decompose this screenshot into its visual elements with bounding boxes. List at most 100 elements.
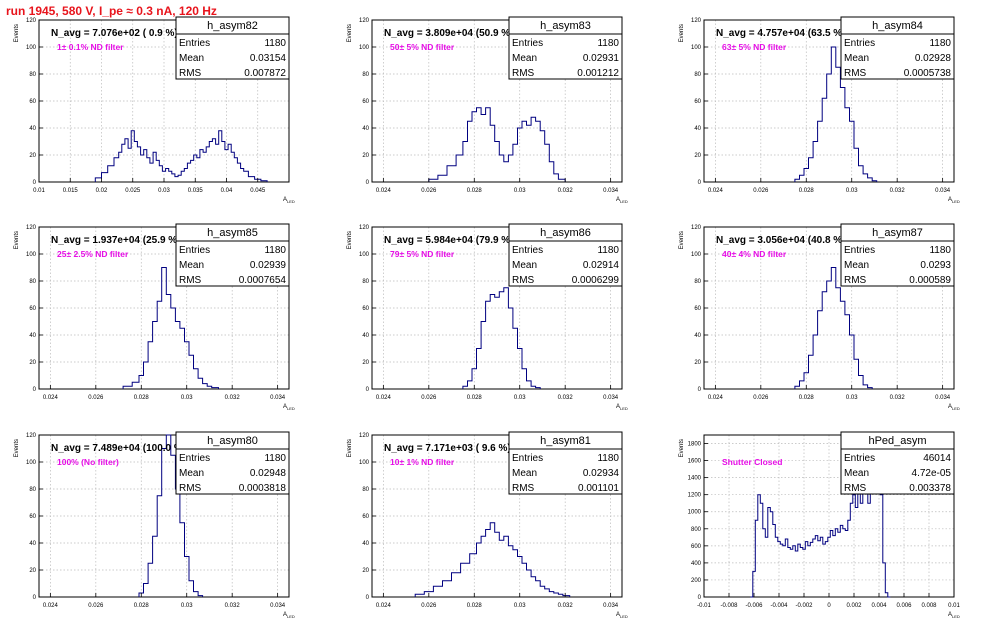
stats-entries-value: 1180 <box>597 245 619 256</box>
y-tick-label: 1600 <box>688 459 702 465</box>
y-axis-label: Events <box>347 439 353 457</box>
stats-mean-label: Mean <box>179 53 204 64</box>
x-axis-label: ALED <box>283 612 295 619</box>
x-axis-label: ALED <box>616 404 628 411</box>
stats-rms-label: RMS <box>179 68 202 79</box>
histogram-panel-h_asym85: 0.024 0.026 0.028 0.03 0.032 0.034 0 20 40 60 80 10… <box>14 223 295 411</box>
y-tick-label: 60 <box>362 306 369 312</box>
histogram-line <box>794 46 878 182</box>
x-tick-label: 0.028 <box>799 188 815 194</box>
y-tick-label: 0 <box>33 180 37 186</box>
x-tick-label: 0.01 <box>948 603 960 609</box>
y-tick-label: 600 <box>691 544 702 550</box>
navg-label: N_avg = 1.937e+04 (25.9 %) <box>51 235 181 246</box>
navg-label: N_avg = 7.489e+04 (100.0 %) <box>51 443 186 454</box>
y-axis-label: Events <box>347 231 353 249</box>
histogram-line <box>122 267 219 389</box>
x-tick-label: 0.034 <box>270 395 286 401</box>
y-tick-label: 80 <box>362 487 369 493</box>
x-tick-label: 0.024 <box>708 188 724 194</box>
y-tick-label: 0 <box>366 387 370 393</box>
x-tick-label: 0.032 <box>558 603 574 609</box>
x-tick-label: 0.032 <box>890 188 906 194</box>
stats-entries-value: 1180 <box>264 245 286 256</box>
y-tick-label: 40 <box>362 541 369 547</box>
stats-mean-value: 0.02914 <box>583 260 620 271</box>
y-tick-label: 60 <box>694 99 701 105</box>
stats-entries-value: 1180 <box>929 245 951 256</box>
y-tick-label: 80 <box>694 72 701 78</box>
stats-entries-value: 1180 <box>597 38 619 49</box>
histogram-line <box>462 287 541 389</box>
histogram-line <box>794 267 873 389</box>
y-tick-label: 120 <box>359 225 370 231</box>
x-tick-label: 0.034 <box>935 395 951 401</box>
y-tick-label: 120 <box>359 433 370 439</box>
stats-body-box <box>508 240 623 287</box>
x-axis-label: ALED <box>283 197 295 204</box>
y-tick-label: 0 <box>33 595 37 601</box>
x-tick-label: 0.032 <box>225 603 241 609</box>
y-tick-label: 100 <box>359 45 370 51</box>
x-axis-label-subscript: LED <box>620 199 628 204</box>
histogram-panel-h_asym87: 0.024 0.026 0.028 0.03 0.032 0.034 0 20 40 60 80 10… <box>679 223 960 411</box>
y-tick-label: 40 <box>694 126 701 132</box>
stats-body-box <box>840 33 955 80</box>
y-tick-label: 60 <box>694 306 701 312</box>
y-tick-label: 100 <box>26 252 37 258</box>
stats-title: h_asym84 <box>872 20 923 32</box>
x-tick-label: 0.026 <box>421 395 437 401</box>
x-tick-label: 0.024 <box>708 395 724 401</box>
y-tick-label: 20 <box>362 360 369 366</box>
x-tick-label: 0.026 <box>88 395 104 401</box>
x-tick-label: 0.006 <box>896 603 912 609</box>
x-tick-label: 0.028 <box>467 395 483 401</box>
y-tick-label: 100 <box>26 45 37 51</box>
y-tick-label: 40 <box>29 541 36 547</box>
stats-rms-label: RMS <box>512 68 535 79</box>
histogram-panel-hPed_asym: -0.01 -0.008 -0.006 -0.004 -0.002 0 0.002 0.004… <box>679 431 960 619</box>
x-tick-label: 0.002 <box>846 603 862 609</box>
y-tick-label: 20 <box>29 153 36 159</box>
x-tick-label: 0.026 <box>88 603 104 609</box>
stats-mean-value: 0.03154 <box>250 53 287 64</box>
stats-rms-value: 0.003378 <box>909 483 951 494</box>
stats-rms-label: RMS <box>844 483 867 494</box>
stats-mean-value: 0.02928 <box>915 53 952 64</box>
histogram-panel-h_asym82: 0.01 0.015 0.02 0.025 0.03 0.035 0.04 0.045 0 20 4… <box>14 16 295 204</box>
x-tick-label: 0.026 <box>753 188 769 194</box>
y-tick-label: 100 <box>691 252 702 258</box>
x-axis-label-subscript: LED <box>952 614 960 619</box>
stats-mean-value: 0.02934 <box>583 468 620 479</box>
x-tick-label: 0.032 <box>225 395 241 401</box>
y-tick-label: 120 <box>26 433 37 439</box>
stats-entries-label: Entries <box>512 245 543 256</box>
y-tick-label: 0 <box>33 387 37 393</box>
x-tick-label: 0.026 <box>421 603 437 609</box>
stats-entries-label: Entries <box>512 453 543 464</box>
stats-entries-label: Entries <box>844 38 875 49</box>
stats-mean-label: Mean <box>512 468 537 479</box>
stats-mean-label: Mean <box>844 53 869 64</box>
x-tick-label: 0.032 <box>558 395 574 401</box>
stats-rms-label: RMS <box>844 275 867 286</box>
histogram-panel-h_asym86: 0.024 0.026 0.028 0.03 0.032 0.034 0 20 40 60 80 10… <box>347 223 628 411</box>
y-tick-label: 40 <box>29 333 36 339</box>
x-tick-label: 0.026 <box>421 188 437 194</box>
y-axis-label: Events <box>679 231 685 249</box>
x-tick-label: 0.045 <box>250 188 266 194</box>
y-tick-label: 120 <box>691 18 702 24</box>
x-tick-label: 0.04 <box>221 188 233 194</box>
y-tick-label: 100 <box>359 460 370 466</box>
x-axis-label: ALED <box>616 612 628 619</box>
stats-mean-label: Mean <box>844 260 869 271</box>
y-tick-label: 0 <box>366 595 370 601</box>
x-tick-label: 0.008 <box>921 603 937 609</box>
y-axis-label: Events <box>14 439 20 457</box>
x-tick-label: 0.028 <box>134 603 150 609</box>
stats-entries-label: Entries <box>179 453 210 464</box>
x-tick-label: 0.034 <box>603 395 619 401</box>
stats-entries-label: Entries <box>179 245 210 256</box>
y-tick-label: 60 <box>362 514 369 520</box>
stats-entries-label: Entries <box>512 38 543 49</box>
